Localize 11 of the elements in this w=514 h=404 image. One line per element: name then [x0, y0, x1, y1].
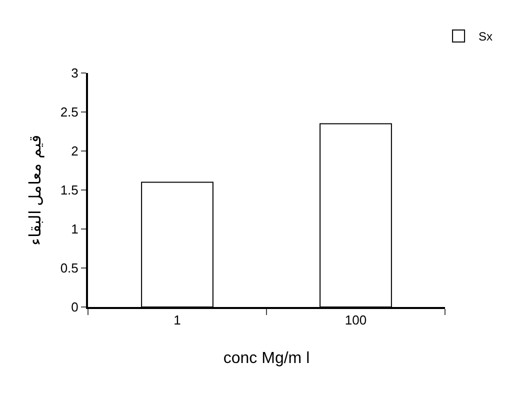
y-tick-label: 3: [71, 66, 78, 81]
y-tick-label: 0: [71, 300, 78, 315]
y-tick-label: 1.5: [60, 182, 78, 198]
y-tick-label: 0.5: [60, 260, 78, 276]
y-axis-title: قيم معامل البقاء: [28, 134, 45, 246]
y-tick-label: 2: [71, 144, 78, 159]
y-tick-label: 2.5: [60, 104, 78, 120]
y-tick-label: 1: [71, 222, 78, 237]
x-axis-title: conc Mg/m l: [223, 350, 310, 367]
legend-label: Sx: [478, 30, 493, 44]
x-tick-label: 100: [344, 312, 367, 328]
